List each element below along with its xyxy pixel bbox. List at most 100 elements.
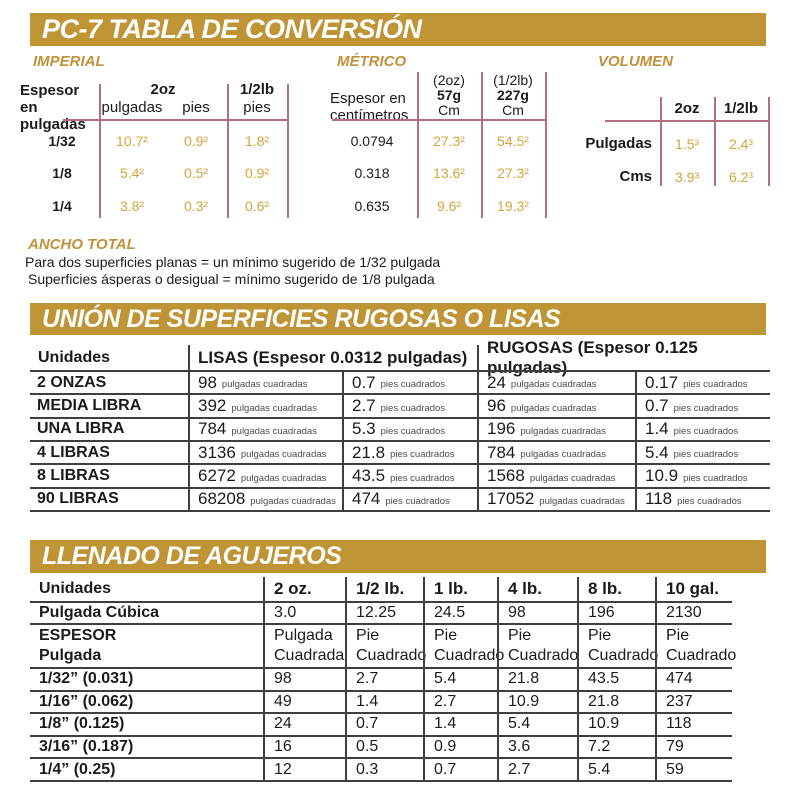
union-cell-rugosas-in: 24 pulgadas cuadradas <box>477 370 635 394</box>
metric-col1-line1: (2oz) <box>433 72 465 88</box>
unit-line2: Cuadrado <box>356 647 427 664</box>
llenado-value: 0.5 <box>345 734 423 758</box>
unit-line1: Pie <box>588 627 612 644</box>
llenado-row-label: 1/8” (0.125) <box>30 712 263 735</box>
unit-label: pies cuadrados <box>385 495 450 507</box>
divider-line <box>99 84 101 218</box>
value: 68208 <box>198 489 246 509</box>
llenado-section-title: LLENADO DE AGUJEROS <box>42 542 342 570</box>
unit-line1: Pulgada <box>274 627 333 644</box>
divider-line <box>63 119 288 121</box>
imperial-group-2oz: 2oz <box>150 81 176 98</box>
unit-label: pulgadas cuadradas <box>231 402 317 414</box>
union-cell-rugosas-in: 196 pulgadas cuadradas <box>477 416 635 441</box>
unit-label: pulgadas cuadradas <box>240 472 327 484</box>
union-cell-lisas-in: 3136 pulgadas cuadradas <box>188 440 342 464</box>
value: 98 <box>198 372 217 392</box>
volumen-value: 1.5³ <box>674 136 700 152</box>
llenado-value: 98 <box>263 667 345 690</box>
unit-line2: Cuadrado <box>508 647 579 664</box>
metric-row-label: 0.0794 <box>350 133 394 149</box>
llenado-header: 1/2 lb. <box>345 577 423 601</box>
volumen-col-2oz: 2oz <box>674 100 700 117</box>
value: 6272 <box>198 466 236 486</box>
metric-row-label: 0.635 <box>354 198 390 214</box>
unit-line2: Cuadrado <box>588 647 659 664</box>
unit-label: pulgadas cuadradas <box>520 425 606 437</box>
metric-col2-line2: 227g <box>497 87 529 103</box>
llenado-value: 98 <box>497 601 577 623</box>
value: 1568 <box>487 466 525 486</box>
unit-label: pulgadas cuadradas <box>250 495 336 507</box>
unit-line2: Cuadrado <box>666 647 737 664</box>
imperial-value: 0.9² <box>183 133 209 149</box>
llenado-value: 0.3 <box>345 757 423 780</box>
union-row-label: MEDIA LIBRA <box>30 393 188 416</box>
value: 96 <box>487 396 506 416</box>
divider-line <box>605 120 768 122</box>
unit-label: pies cuadrados <box>677 495 742 507</box>
metric-value: 9.6² <box>436 198 462 214</box>
llenado-value: 16 <box>263 734 345 758</box>
unit-label: pies cuadrados <box>390 449 455 461</box>
divider-line <box>481 72 483 218</box>
ancho-line1: Para dos superficies planas = un mínimo … <box>25 254 441 270</box>
llenado-value: 24 <box>263 712 345 735</box>
imperial-row-label: 1/4 <box>52 198 72 214</box>
union-row-label: UNA LIBRA <box>30 416 188 440</box>
metric-value: 13.6² <box>433 165 465 181</box>
metric-col1-line3: Cm <box>438 102 460 118</box>
llenado-value: 79 <box>655 734 732 758</box>
metric-row-label: 0.318 <box>354 165 390 181</box>
union-cell-rugosas-ft: 118 pies cuadrados <box>635 486 770 511</box>
unit-line1: Pie <box>666 627 690 644</box>
value: 0.7 <box>352 372 376 392</box>
unit-line2: Cuadrada <box>274 647 345 664</box>
imperial-row-label: 1/32 <box>48 133 76 149</box>
imperial-subcol-pies2: pies <box>243 99 271 116</box>
union-cell-lisas-ft: 0.7 pies cuadrados <box>342 370 477 394</box>
unit-label: pulgadas cuadradas <box>231 425 317 437</box>
unit-label: pulgadas cuadradas <box>221 379 308 391</box>
value: 196 <box>487 419 516 439</box>
llenado-value: 118 <box>655 712 732 735</box>
union-section-title: UNIÓN DE SUPERFICIES RUGOSAS O LISAS <box>42 304 561 333</box>
llenado-value: 43.5 <box>577 667 655 690</box>
unit-label: pies cuadrados <box>673 449 739 461</box>
value: 0.7 <box>645 396 669 416</box>
unit-label: pies cuadrados <box>390 472 455 484</box>
llenado-value: 2.7 <box>497 757 577 780</box>
llenado-value: 0.7 <box>345 712 423 735</box>
llenado-value: 21.8 <box>497 667 577 690</box>
metric-value: 27.3² <box>497 165 529 181</box>
union-cell-lisas-ft: 43.5 pies cuadrados <box>342 463 477 487</box>
value: 5.3 <box>352 419 376 439</box>
divider-line <box>227 84 229 218</box>
imperial-section-label: IMPERIAL <box>33 53 105 70</box>
llenado-value: 0.7 <box>423 757 497 780</box>
value: 43.5 <box>352 466 386 486</box>
metric-col2-line3: Cm <box>502 102 524 118</box>
union-cell-rugosas-ft: 10.9 pies cuadrados <box>635 463 770 487</box>
llenado-row-label: 1/16” (0.062) <box>30 689 263 713</box>
imperial-subcol-pulgadas: pulgadas <box>101 99 163 116</box>
value: 21.8 <box>352 442 386 462</box>
llenado-espesor-label: ESPESOR Pulgada <box>30 623 263 667</box>
value: 2.7 <box>352 396 376 416</box>
ancho-line2: Superficies ásperas o desigual = mínimo … <box>28 271 435 287</box>
unit-line1: Pie <box>434 627 458 644</box>
llenado-value: 1.4 <box>345 689 423 713</box>
llenado-header: 2 oz. <box>263 577 345 601</box>
unit-label: pies cuadrados <box>683 379 748 391</box>
unit-label: pulgadas cuadradas <box>240 449 327 461</box>
imperial-value: 0.5² <box>183 165 209 181</box>
value: 24 <box>487 372 506 392</box>
espesor-line2: Pulgada <box>39 647 102 664</box>
llenado-value: 7.2 <box>577 734 655 758</box>
llenado-value: 1.4 <box>423 712 497 735</box>
llenado-header: 10 gal. <box>655 577 732 601</box>
union-cell-lisas-in: 392 pulgadas cuadradas <box>188 393 342 417</box>
imperial-value: 3.8² <box>119 198 145 214</box>
espesor-line1: ESPESOR <box>39 627 117 644</box>
llenado-value: 2.7 <box>423 689 497 713</box>
